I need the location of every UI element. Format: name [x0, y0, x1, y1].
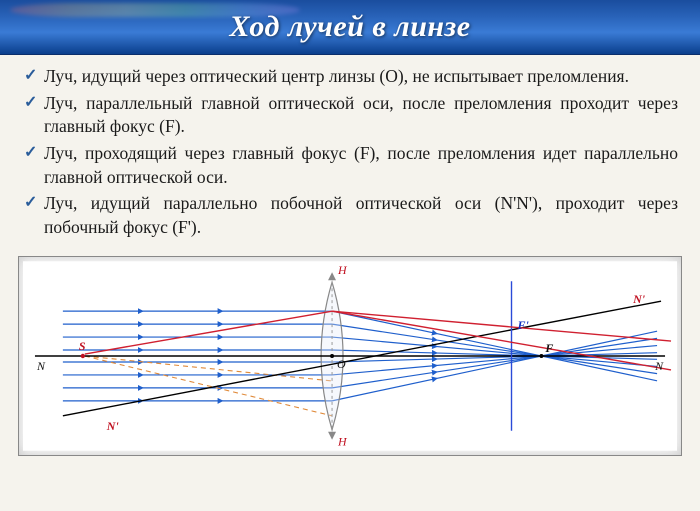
bullet-item: Луч, проходящий через главный фокус (F),…	[28, 142, 678, 189]
svg-text:H: H	[337, 435, 348, 449]
svg-text:N: N	[36, 359, 46, 373]
bullet-item: Луч, идущий параллельно побочной оптичес…	[28, 192, 678, 239]
bullet-list: Луч, идущий через оптический центр линзы…	[28, 65, 678, 239]
lens-ray-diagram: N N S O H H F F' N' N'	[23, 261, 677, 451]
svg-text:N': N'	[632, 293, 646, 307]
slide-title: Ход лучей в линзе	[229, 10, 470, 44]
svg-text:H: H	[337, 264, 348, 278]
svg-text:N: N	[654, 359, 664, 373]
svg-text:N': N'	[106, 419, 120, 433]
svg-text:S: S	[79, 339, 86, 353]
svg-text:F: F	[544, 341, 553, 355]
bullet-item: Луч, параллельный главной оптической оси…	[28, 92, 678, 139]
content-area: Луч, идущий через оптический центр линзы…	[0, 55, 700, 250]
bullet-item: Луч, идущий через оптический центр линзы…	[28, 65, 678, 89]
slide-header: Ход лучей в линзе	[0, 0, 700, 55]
svg-text:O: O	[337, 357, 346, 371]
diagram-container: N N S O H H F F' N' N'	[18, 256, 682, 456]
svg-text:F': F'	[516, 318, 529, 332]
